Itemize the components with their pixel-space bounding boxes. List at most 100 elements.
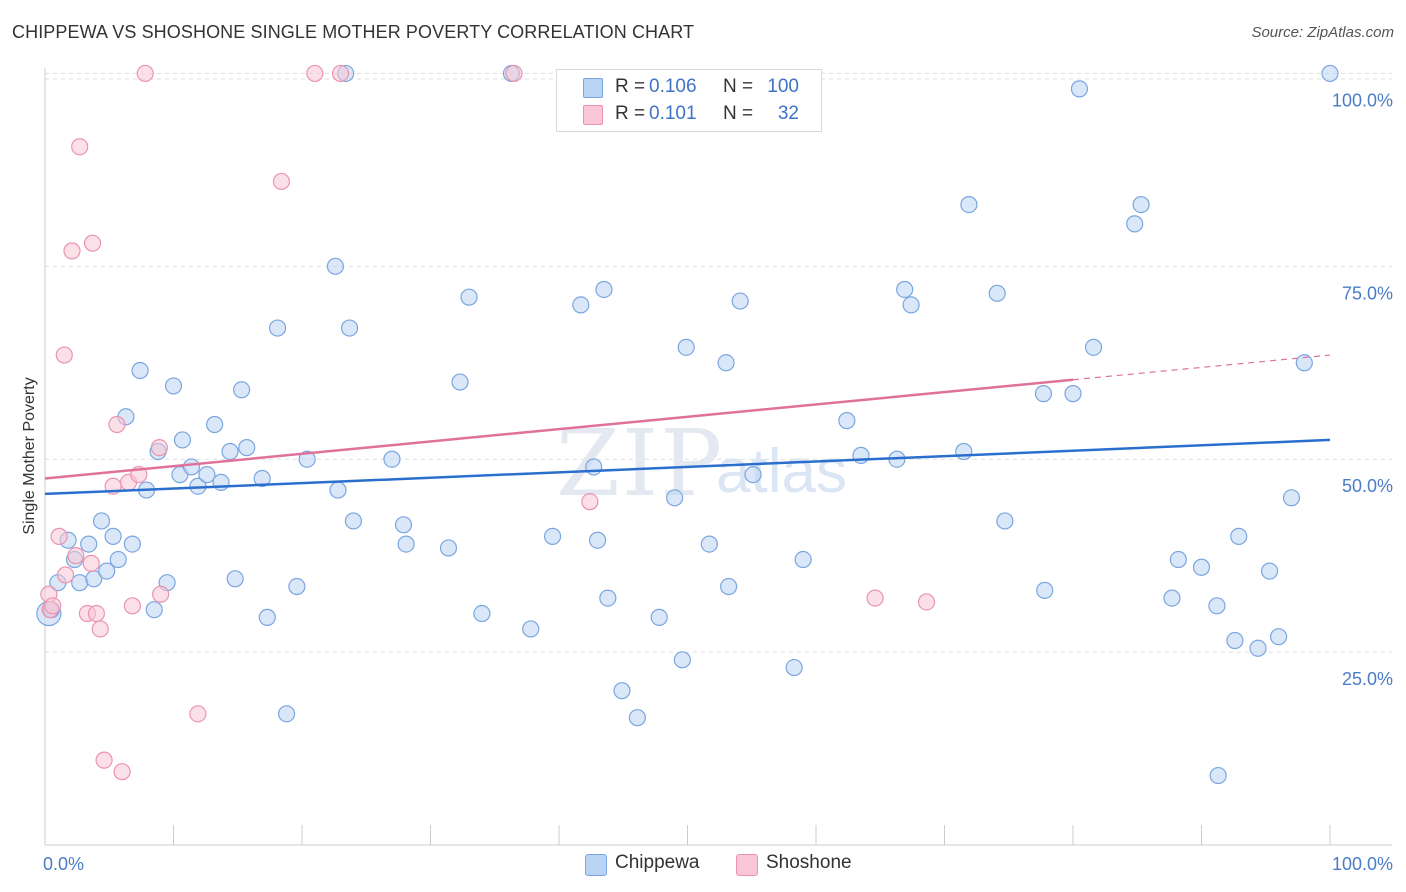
legend-label-chippewa: Chippewa	[615, 852, 700, 873]
chippewa-point	[473, 604, 491, 623]
chippewa-point	[104, 527, 122, 545]
chippewa-point	[599, 589, 617, 607]
chippewa-point	[71, 574, 89, 592]
r-label: R =	[615, 103, 646, 124]
shoshone-point	[82, 554, 100, 572]
chippewa-point	[1126, 215, 1144, 233]
chippewa-point	[92, 512, 111, 530]
n-value: 100	[767, 76, 799, 97]
y-tick-label: 50.0%	[1342, 476, 1393, 496]
points-layer	[36, 64, 1339, 785]
chippewa-point	[451, 373, 469, 391]
shoshone-point	[136, 64, 154, 83]
chippewa-point	[1208, 597, 1226, 615]
chippewa-point	[588, 531, 607, 549]
chippewa-point	[902, 296, 920, 314]
chippewa-point	[145, 601, 163, 619]
shoshone-trend-line-extension	[1072, 354, 1331, 381]
chippewa-point	[123, 535, 141, 553]
shoshone-point	[63, 242, 81, 260]
chippewa-point	[996, 512, 1014, 530]
shoshone-swatch	[583, 105, 603, 125]
n-value: 32	[777, 103, 799, 124]
chippewa-point	[650, 608, 668, 626]
chippewa-point	[80, 535, 98, 553]
shoshone-point	[50, 527, 68, 545]
x-tick-label-start: 0.0%	[43, 854, 84, 874]
y-tick-label: 100.0%	[1332, 90, 1393, 110]
shoshone-point	[56, 566, 75, 584]
y-tick-label: 75.0%	[1342, 283, 1393, 303]
chippewa-point	[731, 292, 749, 310]
shoshone-point	[83, 234, 102, 252]
chippewa-point	[1169, 550, 1187, 569]
chippewa-point	[98, 562, 116, 580]
chippewa-point	[226, 570, 244, 588]
chippewa-swatch	[585, 854, 607, 876]
chippewa-point	[794, 550, 812, 569]
trend-layer	[44, 354, 1331, 496]
chippewa-point	[673, 651, 691, 669]
chippewa-point	[1226, 631, 1244, 650]
chippewa-point	[1269, 628, 1288, 646]
chippewa-point	[1192, 558, 1211, 576]
chippewa-point	[258, 608, 276, 626]
chippewa-point	[960, 195, 978, 214]
legend-row-shoshone: R = 0.101 N = 32	[557, 101, 821, 127]
chippewa-point	[1064, 385, 1082, 403]
y-axis-label: Single Mother Poverty	[21, 377, 38, 534]
chippewa-point	[383, 450, 401, 468]
chippewa-point	[785, 658, 803, 677]
chippewa-point	[182, 458, 201, 476]
chippewa-point	[1282, 489, 1301, 507]
chippewa-point	[1261, 562, 1279, 580]
shoshone-point	[917, 593, 936, 611]
chippewa-point	[595, 280, 613, 299]
chippewa-point	[744, 466, 762, 484]
stats-legend: R = 0.106 N = 100 R = 0.101 N = 32	[556, 69, 822, 132]
chippewa-point	[1295, 354, 1313, 372]
chippewa-point	[1230, 527, 1248, 545]
chippewa-point	[164, 377, 183, 395]
watermark-atlas: atlas	[716, 437, 847, 506]
tick-labels: 25.0% 50.0% 75.0% 100.0% 0.0% 100.0%	[43, 90, 1393, 874]
chippewa-point	[666, 489, 684, 507]
chippewa-point	[896, 280, 914, 299]
chippewa-point	[1132, 195, 1150, 214]
shoshone-swatch	[736, 854, 758, 876]
shoshone-point	[44, 597, 62, 615]
chippewa-point	[198, 466, 216, 484]
shoshone-point	[152, 585, 170, 603]
shoshone-point	[866, 589, 884, 607]
shoshone-point	[108, 415, 126, 434]
shoshone-point	[331, 64, 350, 83]
chart-title: CHIPPEWA VS SHOSHONE SINGLE MOTHER POVER…	[12, 22, 695, 42]
chippewa-point	[397, 535, 415, 553]
chippewa-point	[572, 296, 590, 314]
shoshone-point	[306, 64, 324, 83]
shoshone-point	[71, 138, 89, 156]
x-tick-label-end: 100.0%	[1332, 854, 1393, 874]
chippewa-point	[173, 431, 192, 449]
chippewa-point	[720, 577, 738, 596]
y-tick-label: 25.0%	[1342, 669, 1393, 689]
chippewa-point	[522, 620, 540, 638]
shoshone-point	[123, 597, 141, 615]
chippewa-point	[221, 442, 239, 461]
chippewa-point	[253, 469, 271, 488]
legend-label-shoshone: Shoshone	[766, 852, 852, 873]
chippewa-point	[585, 458, 603, 476]
chippewa-point	[206, 415, 224, 434]
chippewa-point	[700, 535, 718, 553]
chippewa-point	[1084, 338, 1103, 356]
chippewa-point	[109, 550, 127, 569]
chippewa-point	[717, 354, 735, 372]
chippewa-point	[340, 319, 359, 337]
chippewa-point	[1036, 581, 1054, 599]
r-value: 0.101	[649, 103, 697, 124]
chippewa-point	[131, 361, 149, 380]
shoshone-point	[87, 604, 106, 623]
n-label: N =	[723, 103, 754, 124]
chippewa-point	[1070, 80, 1089, 98]
